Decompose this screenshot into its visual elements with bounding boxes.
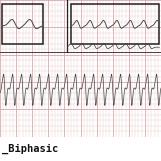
Bar bbox=[2, 4, 43, 44]
Text: _Biphasic: _Biphasic bbox=[2, 144, 58, 154]
Bar bbox=[71, 4, 159, 44]
